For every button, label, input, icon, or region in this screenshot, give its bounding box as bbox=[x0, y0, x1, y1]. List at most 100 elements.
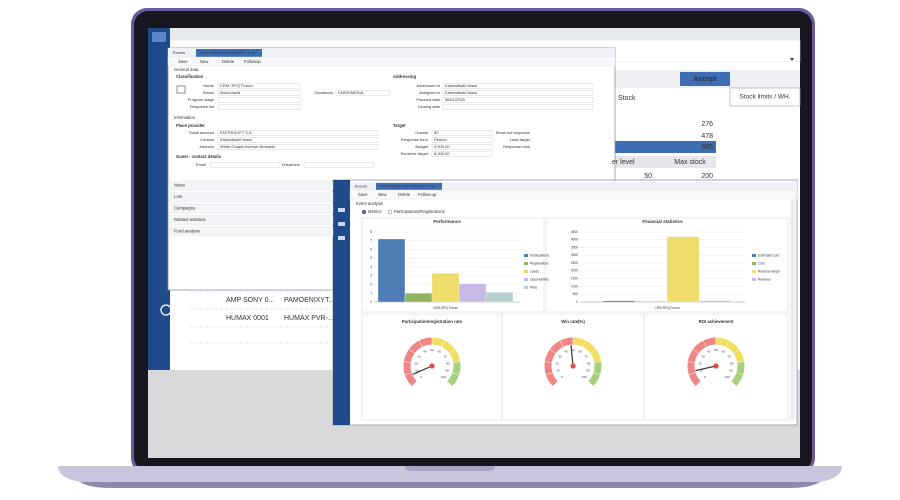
input-box[interactable] bbox=[217, 144, 379, 150]
input-box[interactable] bbox=[431, 137, 493, 143]
gauge-tick-label: 10 bbox=[556, 369, 560, 373]
form-active-tab[interactable] bbox=[196, 49, 262, 57]
gauge-tick bbox=[544, 361, 552, 363]
gauge-tick-label: 30 bbox=[701, 354, 705, 358]
gauge-tick-label: 10 bbox=[699, 369, 703, 373]
bar bbox=[404, 293, 433, 303]
selected-row[interactable] bbox=[612, 141, 716, 153]
field-value: FAIRS/MEDIA bbox=[338, 90, 364, 95]
legend-label: Leads bbox=[530, 269, 539, 273]
analysis-active-tab[interactable] bbox=[376, 183, 442, 190]
gauge-tick bbox=[737, 361, 745, 363]
legend-label: Cost bbox=[758, 261, 765, 265]
gauge-hub bbox=[713, 363, 719, 369]
cell: 478 bbox=[701, 133, 713, 140]
input-box[interactable] bbox=[209, 162, 281, 168]
cell: AMP SONY 0... bbox=[226, 297, 274, 304]
gauge-tick bbox=[418, 340, 423, 347]
gauge-tick-label: 60 bbox=[722, 350, 726, 354]
input-box[interactable] bbox=[217, 137, 379, 143]
section-title: Event analysis bbox=[356, 201, 383, 206]
gauge-tick bbox=[736, 372, 744, 376]
radio[interactable] bbox=[361, 209, 367, 215]
bar bbox=[485, 292, 514, 303]
sidebar-icon[interactable] bbox=[338, 208, 345, 212]
input-box[interactable] bbox=[303, 162, 375, 168]
scrollbar[interactable] bbox=[790, 200, 795, 420]
y-tick-label: 2500 bbox=[571, 261, 578, 265]
gauge-tick-label: 50 bbox=[571, 348, 575, 352]
cell: 276 bbox=[701, 121, 713, 128]
gauge-needle bbox=[695, 365, 717, 372]
input-box[interactable] bbox=[431, 144, 493, 150]
gauge-tick bbox=[559, 340, 564, 347]
radio[interactable] bbox=[387, 209, 393, 215]
y-tick-label: 0 bbox=[576, 300, 578, 304]
y-tick-label: 1500 bbox=[571, 277, 578, 281]
legend-label: Registrations bbox=[530, 261, 549, 265]
gauge-tick bbox=[590, 349, 597, 354]
gauge-tick bbox=[688, 372, 696, 376]
input-box[interactable] bbox=[431, 151, 493, 157]
sidebar-icon[interactable] bbox=[338, 222, 345, 226]
sidebar-icon[interactable] bbox=[338, 236, 345, 240]
gauge-tick-label: 0 bbox=[420, 375, 422, 379]
gauge-panel bbox=[501, 313, 645, 421]
group-title: Place provider bbox=[176, 123, 205, 128]
legend-swatch bbox=[524, 270, 528, 273]
field-label: Response rank bbox=[503, 144, 530, 149]
input-box[interactable] bbox=[335, 90, 391, 96]
gauge-hub bbox=[429, 363, 435, 369]
gauge-tick bbox=[692, 349, 699, 354]
field-value: White Chapel Avenue Brussels bbox=[220, 144, 275, 149]
field-value: 06/01/2020 bbox=[445, 97, 466, 102]
gauge-tick bbox=[593, 372, 601, 376]
field-label: Planned date bbox=[416, 97, 440, 102]
legend-label: Wins bbox=[530, 285, 537, 289]
toolbar-button: Save bbox=[358, 192, 368, 197]
gauge-tick-label: 50 bbox=[430, 348, 434, 352]
input-box[interactable] bbox=[442, 83, 594, 89]
input-box[interactable] bbox=[217, 97, 301, 103]
toolbar-button: Save bbox=[178, 59, 188, 64]
chart-title: Financial statistics bbox=[642, 219, 683, 224]
gauge-tick bbox=[404, 372, 412, 376]
legend-swatch bbox=[524, 262, 528, 265]
x-tick-label: CRM-RFQ Forum bbox=[654, 306, 679, 310]
gauge-tick-label: 80 bbox=[587, 361, 591, 365]
field-label: Status bbox=[203, 90, 214, 95]
y-tick-label: 8 bbox=[370, 230, 372, 234]
analysis-sidebar bbox=[333, 180, 350, 425]
toolbar-button: Delete bbox=[222, 59, 235, 64]
accept-button[interactable] bbox=[680, 72, 730, 86]
input-box[interactable] bbox=[217, 90, 301, 96]
gauge-tick bbox=[403, 361, 411, 363]
collapsed-section[interactable] bbox=[169, 215, 334, 225]
legend-label: Revenue target bbox=[758, 269, 780, 273]
collapsed-section[interactable] bbox=[169, 226, 334, 237]
dropdown-arrow[interactable] bbox=[790, 58, 794, 61]
legend-swatch bbox=[752, 270, 756, 273]
gauge-tick-label: 80 bbox=[446, 361, 450, 365]
input-box[interactable] bbox=[442, 97, 594, 103]
collapsed-section[interactable] bbox=[169, 180, 334, 191]
collapsed-section[interactable] bbox=[169, 192, 334, 202]
gauge-tick-label: 70 bbox=[584, 354, 588, 358]
input-box[interactable] bbox=[217, 130, 379, 136]
input-box[interactable] bbox=[217, 83, 301, 89]
input-box[interactable] bbox=[442, 104, 594, 110]
radio-label: Participations/Registrations bbox=[394, 209, 445, 214]
input-box[interactable] bbox=[442, 90, 594, 96]
collapsed-section[interactable] bbox=[169, 203, 334, 214]
group-title: Target bbox=[393, 123, 406, 128]
legend-swatch bbox=[752, 262, 756, 265]
input-box[interactable] bbox=[217, 104, 301, 110]
bar bbox=[602, 300, 636, 303]
group-title: Guest - contact details bbox=[176, 154, 222, 159]
bar bbox=[698, 300, 732, 303]
stock-tab[interactable] bbox=[729, 87, 801, 107]
gauge-tick bbox=[725, 340, 730, 347]
y-tick-label: 3500 bbox=[571, 245, 578, 249]
input-box[interactable] bbox=[431, 130, 493, 136]
event-icon bbox=[176, 85, 186, 94]
